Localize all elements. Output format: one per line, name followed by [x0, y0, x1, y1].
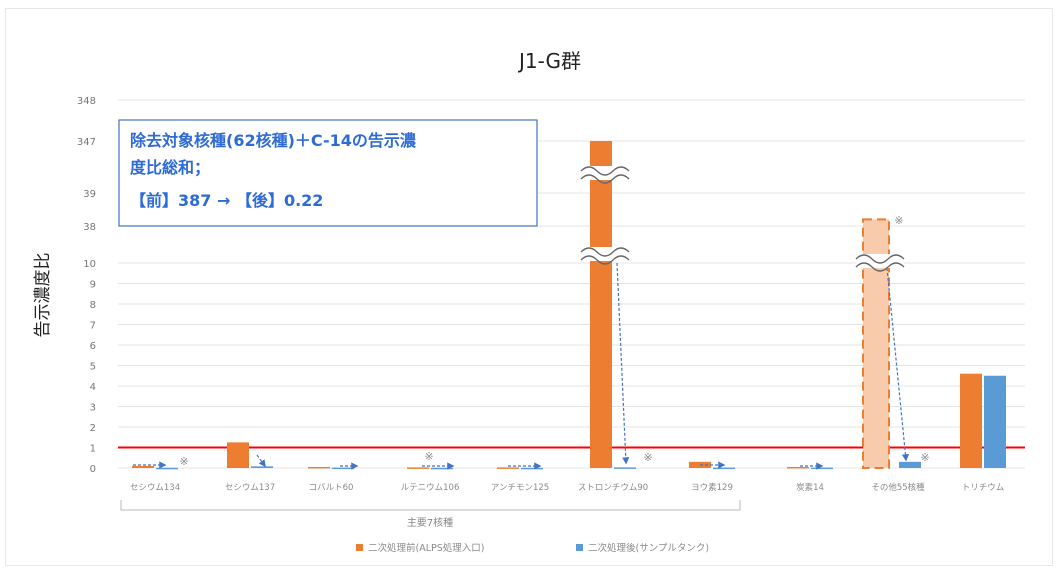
x-tick-label: 炭素14 — [796, 482, 824, 493]
y-tick-label: 39 — [83, 189, 96, 200]
bar-after — [984, 375, 1006, 468]
x-tick-label: アンチモン125 — [491, 483, 549, 493]
bar-after — [811, 467, 833, 470]
bar-before — [960, 373, 982, 468]
legend-swatch — [576, 544, 583, 551]
axis-break-mark — [580, 247, 630, 265]
annotation-line: 度比総和； — [130, 158, 210, 177]
y-tick-label: 1 — [90, 444, 96, 455]
bar-before — [497, 467, 519, 469]
bar-before — [308, 466, 330, 469]
x-tick-label: セシウム134 — [130, 483, 180, 493]
group-bracket — [120, 500, 741, 511]
note-marker: ※ — [179, 455, 188, 468]
y-tick-label: 6 — [90, 341, 96, 352]
bar-after — [431, 467, 453, 470]
y-tick-label: 5 — [90, 362, 96, 373]
annotation-line: 【前】387 → 【後】0.22 — [130, 191, 323, 210]
arrow — [886, 267, 910, 462]
y-tick-label: 3 — [90, 403, 96, 414]
arrow — [256, 454, 266, 468]
y-tick-label: 7 — [90, 321, 96, 332]
bar-before — [590, 141, 612, 468]
x-tick-label: トリチウム — [962, 483, 1005, 493]
note-marker: ※ — [894, 214, 903, 227]
note-marker: ※ — [643, 451, 652, 464]
x-tick-label: ヨウ素129 — [691, 482, 733, 493]
chart-title: J1-G群 — [517, 49, 581, 73]
axis-break-mark — [855, 254, 905, 272]
bar-before — [132, 465, 154, 468]
bar-after — [713, 467, 735, 470]
x-tick-label: ルテニウム106 — [401, 483, 460, 493]
y-tick-label: 10 — [83, 259, 96, 270]
bar-before — [787, 466, 809, 469]
note-marker: ※ — [920, 451, 929, 464]
axis-break-mask — [856, 254, 904, 268]
bar-after — [251, 466, 273, 468]
arrow — [616, 262, 630, 465]
axis-break-mask — [581, 166, 629, 180]
y-tick-label: 2 — [90, 423, 96, 434]
note-marker: ※ — [424, 450, 433, 463]
axis-break-mask — [581, 247, 629, 261]
y-tick-label: 4 — [90, 382, 96, 393]
group-bracket-label: 主要7核種 — [407, 516, 453, 529]
bar-after — [156, 467, 178, 470]
bar-before — [407, 467, 429, 469]
x-tick-label: コバルト60 — [309, 483, 354, 493]
legend-label: 二次処理後(サンプルタンク) — [588, 542, 709, 554]
y-tick-label: 9 — [90, 280, 96, 291]
y-axis-label: 告示濃度比 — [33, 253, 53, 338]
y-tick-label: 347 — [77, 137, 96, 148]
annotation-line: 除去対象核種(62核種)＋C-14の告示濃 — [130, 131, 417, 150]
y-tick-label: 38 — [83, 222, 96, 233]
bar-after — [614, 467, 636, 469]
bar-after — [521, 467, 543, 470]
legend-swatch — [356, 544, 363, 551]
y-tick-label: 0 — [90, 464, 96, 475]
x-tick-label: ストロンチウム90 — [578, 483, 648, 493]
annotation-box — [118, 119, 538, 227]
legend-label: 二次処理前(ALPS処理入口) — [368, 542, 484, 554]
bar-before — [227, 442, 249, 468]
y-tick-label: 8 — [90, 300, 96, 311]
axis-break-mark — [580, 166, 630, 184]
x-tick-label: その他55核種 — [871, 482, 925, 493]
bar-after — [899, 461, 921, 468]
bar-after — [332, 467, 354, 470]
y-tick-label: 348 — [77, 96, 96, 107]
x-tick-label: セシウム137 — [225, 483, 275, 493]
